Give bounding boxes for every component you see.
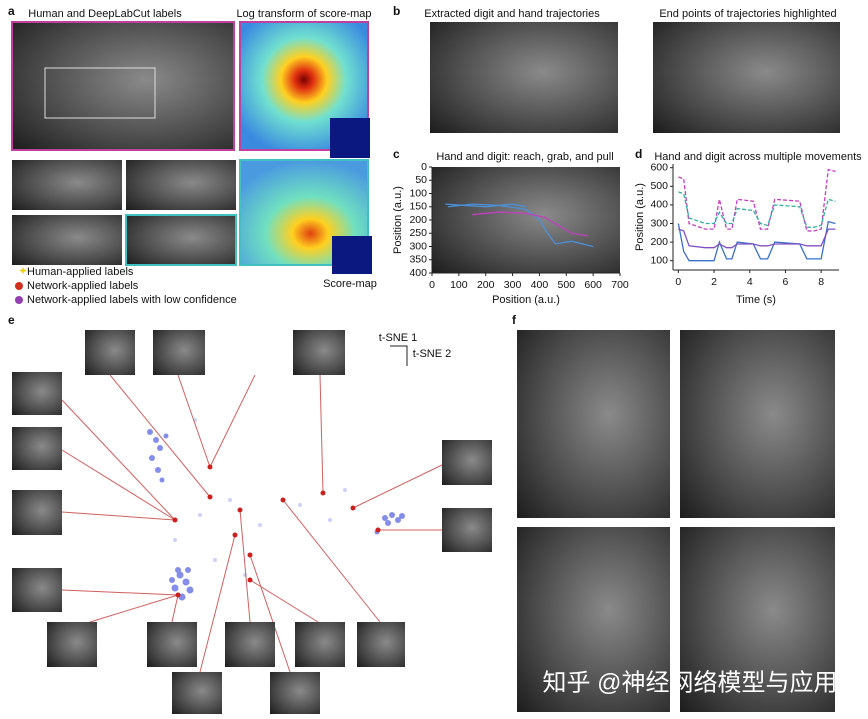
chart-title: Hand and digit: reach, grab, and pull — [436, 151, 613, 163]
axis-label: t-SNE 1 — [379, 332, 418, 344]
series-line — [445, 203, 527, 208]
x-tick-label: 0 — [675, 276, 681, 288]
y-tick-label: 100 — [650, 254, 668, 266]
heatmap-inset — [332, 236, 372, 274]
image — [653, 22, 840, 133]
x-tick-label: 0 — [429, 279, 435, 291]
watermark: 知乎 @神经网络模型与应用 — [542, 669, 837, 696]
y-tick-label: 350 — [409, 254, 427, 266]
x-axis-label: Time (s) — [736, 294, 776, 306]
y-tick-label: 300 — [409, 240, 427, 252]
tsne-examples — [172, 464, 381, 598]
x-tick-label: 200 — [477, 279, 495, 291]
image — [11, 21, 235, 151]
thumbnails — [12, 330, 492, 714]
y-tick-label: 150 — [409, 201, 427, 213]
y-tick-label: 0 — [421, 161, 427, 173]
legend-dot — [15, 282, 23, 290]
panel-label: a — [8, 4, 15, 18]
y-tick-label: 500 — [650, 180, 668, 192]
image — [12, 160, 122, 210]
panel-title: Human and DeepLabCut labels — [28, 8, 182, 20]
panel-label: c — [393, 147, 400, 161]
image — [430, 22, 618, 133]
legend-text: Human-applied labels — [27, 266, 134, 278]
x-tick-label: 100 — [450, 279, 468, 291]
chart-title: Hand and digit across multiple movements — [654, 151, 862, 163]
x-tick-label: 500 — [558, 279, 576, 291]
tsne-points — [147, 418, 405, 601]
legend-dot — [15, 296, 23, 304]
series-line — [472, 211, 588, 237]
y-tick-label: 400 — [650, 199, 668, 211]
scoremap-label: Score-map — [323, 278, 377, 290]
image — [680, 527, 835, 712]
y-axis-label: Position (a.u.) — [634, 183, 646, 251]
image — [680, 330, 835, 518]
x-tick-label: 600 — [584, 279, 602, 291]
image — [125, 214, 237, 266]
x-tick-label: 8 — [818, 276, 824, 288]
image — [517, 527, 670, 712]
legend-star: ✦ — [18, 264, 28, 278]
axis-label: t-SNE 2 — [413, 348, 452, 360]
image — [432, 167, 620, 273]
y-tick-label: 400 — [409, 267, 427, 279]
legend-text: Network-applied labels with low confiden… — [27, 294, 237, 306]
panel-title: Log transform of score-map — [236, 8, 371, 20]
panel-label: d — [635, 147, 642, 161]
x-tick-label: 400 — [531, 279, 549, 291]
x-tick-label: 300 — [504, 279, 522, 291]
panel-label: b — [393, 4, 400, 18]
x-tick-label: 4 — [747, 276, 753, 288]
y-tick-label: 600 — [650, 162, 668, 174]
y-tick-label: 200 — [650, 236, 668, 248]
series-line — [677, 220, 836, 262]
panel-title: End points of trajectories highlighted — [659, 8, 836, 20]
series-line — [678, 168, 836, 232]
x-axis-label: Position (a.u.) — [492, 294, 560, 306]
image — [517, 330, 670, 518]
y-tick-label: 50 — [415, 174, 427, 186]
series-line — [678, 228, 836, 249]
series-line — [448, 203, 594, 248]
series-line — [678, 191, 836, 228]
leader-lines — [61, 374, 443, 673]
y-tick-label: 300 — [650, 217, 668, 229]
x-tick-label: 6 — [783, 276, 789, 288]
panel-title: Extracted digit and hand trajectories — [424, 8, 600, 20]
x-tick-label: 700 — [611, 279, 629, 291]
x-tick-label: 2 — [711, 276, 717, 288]
y-tick-label: 100 — [409, 187, 427, 199]
legend-text: Network-applied labels — [27, 280, 139, 292]
heatmap-inset — [330, 118, 370, 158]
roi-box — [44, 67, 156, 119]
panel-label: f — [512, 313, 517, 327]
panel-label: e — [8, 313, 15, 327]
y-tick-label: 250 — [409, 227, 427, 239]
image — [12, 215, 122, 265]
y-axis-label: Position (a.u.) — [392, 186, 404, 254]
y-tick-label: 200 — [409, 214, 427, 226]
image — [126, 160, 236, 210]
axis-glyph — [390, 345, 408, 366]
